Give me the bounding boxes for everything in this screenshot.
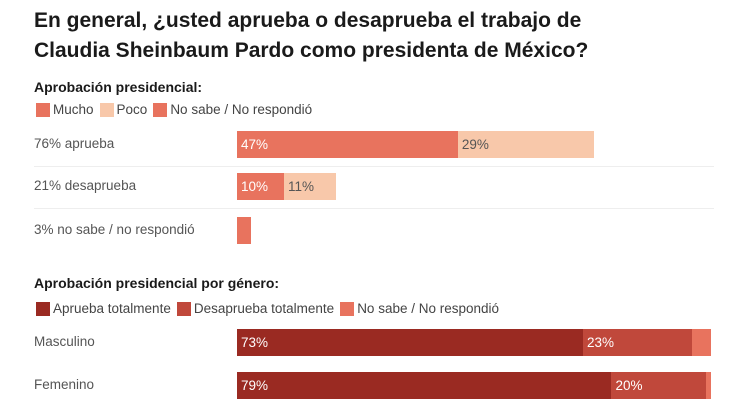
category-label: 3% no sabe / no respondió (34, 222, 195, 237)
legend: Aprueba totalmente Desaprueba totalmente N… (34, 301, 503, 316)
bar-segment: 20% (611, 372, 707, 399)
bar-segment (706, 372, 711, 399)
legend-swatch (99, 102, 114, 117)
bar-segment: 29% (457, 131, 595, 158)
legend-label: No sabe / No respondió (170, 102, 313, 117)
legend-label: Poco (116, 102, 148, 117)
bar-segment (692, 329, 711, 356)
bar-segment (237, 217, 252, 244)
bar-segment: 11% (284, 173, 336, 200)
category-label: Masculino (34, 334, 95, 349)
bar-segment: 47% (237, 131, 458, 158)
category-label: 21% desaprueba (34, 178, 137, 193)
legend-label: Aprueba totalmente (53, 301, 171, 316)
chart-subtitle: Aprobación presidencial: (34, 79, 203, 95)
category-label: 76% aprueba (34, 136, 115, 151)
legend-swatch (36, 102, 50, 117)
row-divider (34, 166, 714, 167)
bar-segment: 10% (237, 173, 284, 200)
category-label: Femenino (34, 377, 95, 392)
legend-swatch (36, 301, 50, 316)
bar-segment: 73% (237, 329, 584, 356)
bar-segment: 23% (583, 329, 693, 356)
bar-segment: 79% (237, 372, 612, 399)
chart-subtitle: Aprobación presidencial por género: (34, 275, 280, 291)
legend-swatch (340, 301, 355, 316)
legend-swatch (153, 102, 168, 117)
chart-title: En general, ¿usted aprueba o desaprueba … (34, 6, 588, 66)
legend-label: No sabe / No respondió (357, 301, 500, 316)
legend-swatch (176, 301, 191, 316)
legend-label: Mucho (53, 102, 94, 117)
row-divider (34, 208, 714, 209)
title-line-2: Claudia Sheinbaum Pardo como presidenta … (34, 39, 589, 62)
title-line-1: En general, ¿usted aprueba o desaprueba … (34, 9, 582, 32)
legend: Mucho Poco No sabe / No respondió (34, 102, 316, 117)
legend-label: Desaprueba totalmente (193, 301, 335, 316)
